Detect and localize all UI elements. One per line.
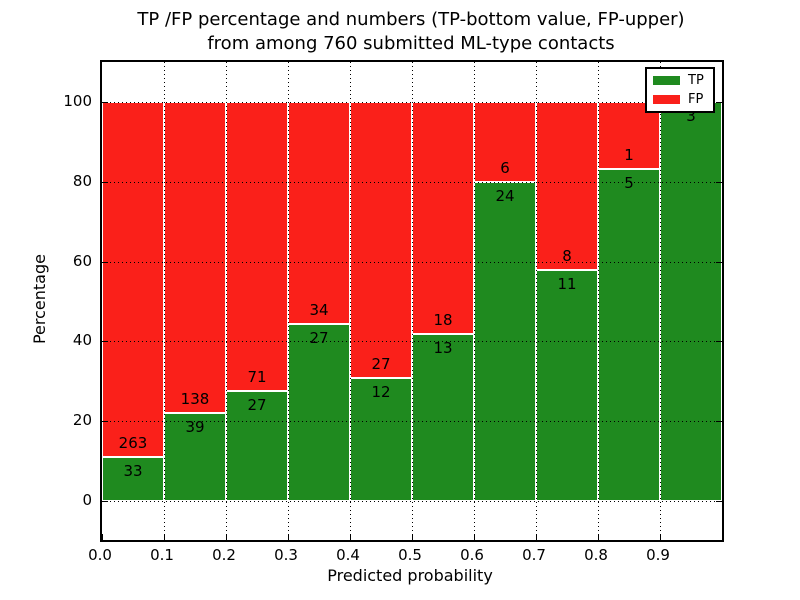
legend-label-tp: TP	[688, 73, 704, 89]
xtick-label-0.6: 0.6	[460, 546, 484, 564]
xtick-label-0.9: 0.9	[646, 546, 670, 564]
bar-segment-fp-4	[350, 102, 412, 379]
bar-segment-tp-9	[660, 102, 722, 501]
bar-label-tp-7: 11	[557, 275, 577, 294]
chart-title: TP /FP percentage and numbers (TP-bottom…	[100, 8, 722, 56]
ytick-label-20: 20	[72, 411, 92, 430]
xtick-0.1	[164, 534, 165, 540]
bar-label-tp-3: 27	[309, 329, 329, 348]
bar-segment-tp-3	[288, 324, 350, 501]
xtick-0.6	[474, 534, 475, 540]
ytick-left-100	[102, 102, 108, 103]
bar-segment-fp-3	[288, 102, 350, 325]
gridline-v-0.5	[412, 62, 413, 540]
ytick-right-100	[716, 102, 722, 103]
xtick-label-0.5: 0.5	[398, 546, 422, 564]
xtick-label-0.1: 0.1	[150, 546, 174, 564]
bar-label-fp-7: 8	[562, 247, 572, 266]
x-axis-label: Predicted probability	[327, 566, 493, 585]
gridline-v-0.1	[164, 62, 165, 540]
chart-title-line2: from among 760 submitted ML-type contact…	[207, 33, 615, 54]
plot-area: 33 263 39 138 27 71 27 34 12 27 13 18 24 6 11 8 5 1 3	[100, 60, 724, 542]
gridline-v-0.8	[598, 62, 599, 540]
bar-label-tp-9: 3	[686, 107, 696, 125]
bar-segment-tp-0	[102, 456, 164, 501]
xtick-label-0.3: 0.3	[274, 546, 298, 564]
bar-segment-tp-1	[164, 413, 226, 501]
xtick-0.7	[536, 534, 537, 540]
bar-label-tp-2: 27	[247, 396, 267, 415]
ytick-label-60: 60	[72, 251, 92, 270]
legend-item-fp: FP	[653, 92, 707, 107]
bar-label-tp-1: 39	[185, 418, 205, 437]
xtick-0.2	[226, 534, 227, 540]
xtick-0.0	[102, 534, 103, 540]
bar-label-fp-6: 6	[500, 158, 510, 177]
gridline-v-0.9	[660, 62, 661, 540]
bar-label-tp-0: 33	[123, 461, 143, 480]
ytick-right-80	[716, 181, 722, 183]
xtick-label-0.8: 0.8	[584, 546, 608, 564]
ytick-left-80	[102, 181, 108, 183]
bar-label-fp-4: 27	[371, 355, 391, 374]
bar-label-tp-5: 13	[433, 338, 453, 357]
gridline-v-0.3	[288, 62, 289, 540]
bar-segment-fp-7	[536, 102, 598, 271]
bar-segment-fp-1	[164, 102, 226, 414]
xtick-0.3	[288, 534, 289, 540]
bar-segment-fp-0	[102, 102, 164, 457]
xtick-0.5	[412, 534, 413, 540]
bar-label-fp-0: 263	[118, 433, 148, 452]
bar-segment-fp-5	[412, 102, 474, 334]
bar-segment-fp-2	[226, 102, 288, 392]
xtick-label-0.4: 0.4	[336, 546, 360, 564]
bar-label-fp-8: 1	[624, 145, 634, 164]
ytick-label-80: 80	[72, 171, 92, 190]
bar-label-fp-1: 138	[180, 390, 210, 409]
ytick-label-0: 0	[82, 491, 92, 509]
ytick-right-40	[716, 341, 722, 343]
bar-segment-tp-7	[536, 270, 598, 501]
ytick-label-100: 100	[63, 92, 92, 110]
bar-segment-tp-5	[412, 333, 474, 501]
bar-label-fp-3: 34	[309, 301, 329, 320]
xtick-0.4	[350, 534, 351, 540]
y-axis-label: Percentage	[30, 254, 49, 345]
legend-label-fp: FP	[688, 91, 704, 107]
xtick-0.9	[660, 534, 661, 540]
legend-swatch-tp	[653, 76, 680, 86]
bar-label-tp-4: 12	[371, 383, 391, 402]
gridline-v-0.6	[474, 62, 475, 540]
ytick-right-0	[716, 501, 722, 502]
ytick-left-40	[102, 341, 108, 343]
legend-swatch-fp	[653, 94, 680, 104]
xtick-0.8	[598, 534, 599, 540]
gridline-v-0.4	[350, 62, 351, 540]
chart-title-line1: TP /FP percentage and numbers (TP-bottom…	[137, 9, 685, 30]
xtick-label-0.0: 0.0	[88, 546, 112, 564]
bar-label-fp-5: 18	[433, 310, 453, 329]
legend-item-tp: TP	[653, 73, 707, 88]
gridline-v-0.7	[536, 62, 537, 540]
bar-segment-tp-8	[598, 168, 660, 501]
ytick-label-40: 40	[72, 331, 92, 350]
bar-segment-tp-4	[350, 378, 412, 501]
ytick-left-0	[102, 501, 108, 502]
ytick-right-20	[716, 421, 722, 423]
ytick-right-60	[716, 261, 722, 263]
bar-label-tp-6: 24	[495, 186, 515, 205]
ytick-left-60	[102, 261, 108, 263]
bar-label-tp-8: 5	[624, 173, 634, 192]
xtick-label-0.2: 0.2	[212, 546, 236, 564]
legend: TP FP	[645, 67, 715, 113]
gridline-v-0.2	[226, 62, 227, 540]
bar-label-fp-2: 71	[247, 368, 267, 387]
xtick-label-0.7: 0.7	[522, 546, 546, 564]
ytick-left-20	[102, 421, 108, 423]
